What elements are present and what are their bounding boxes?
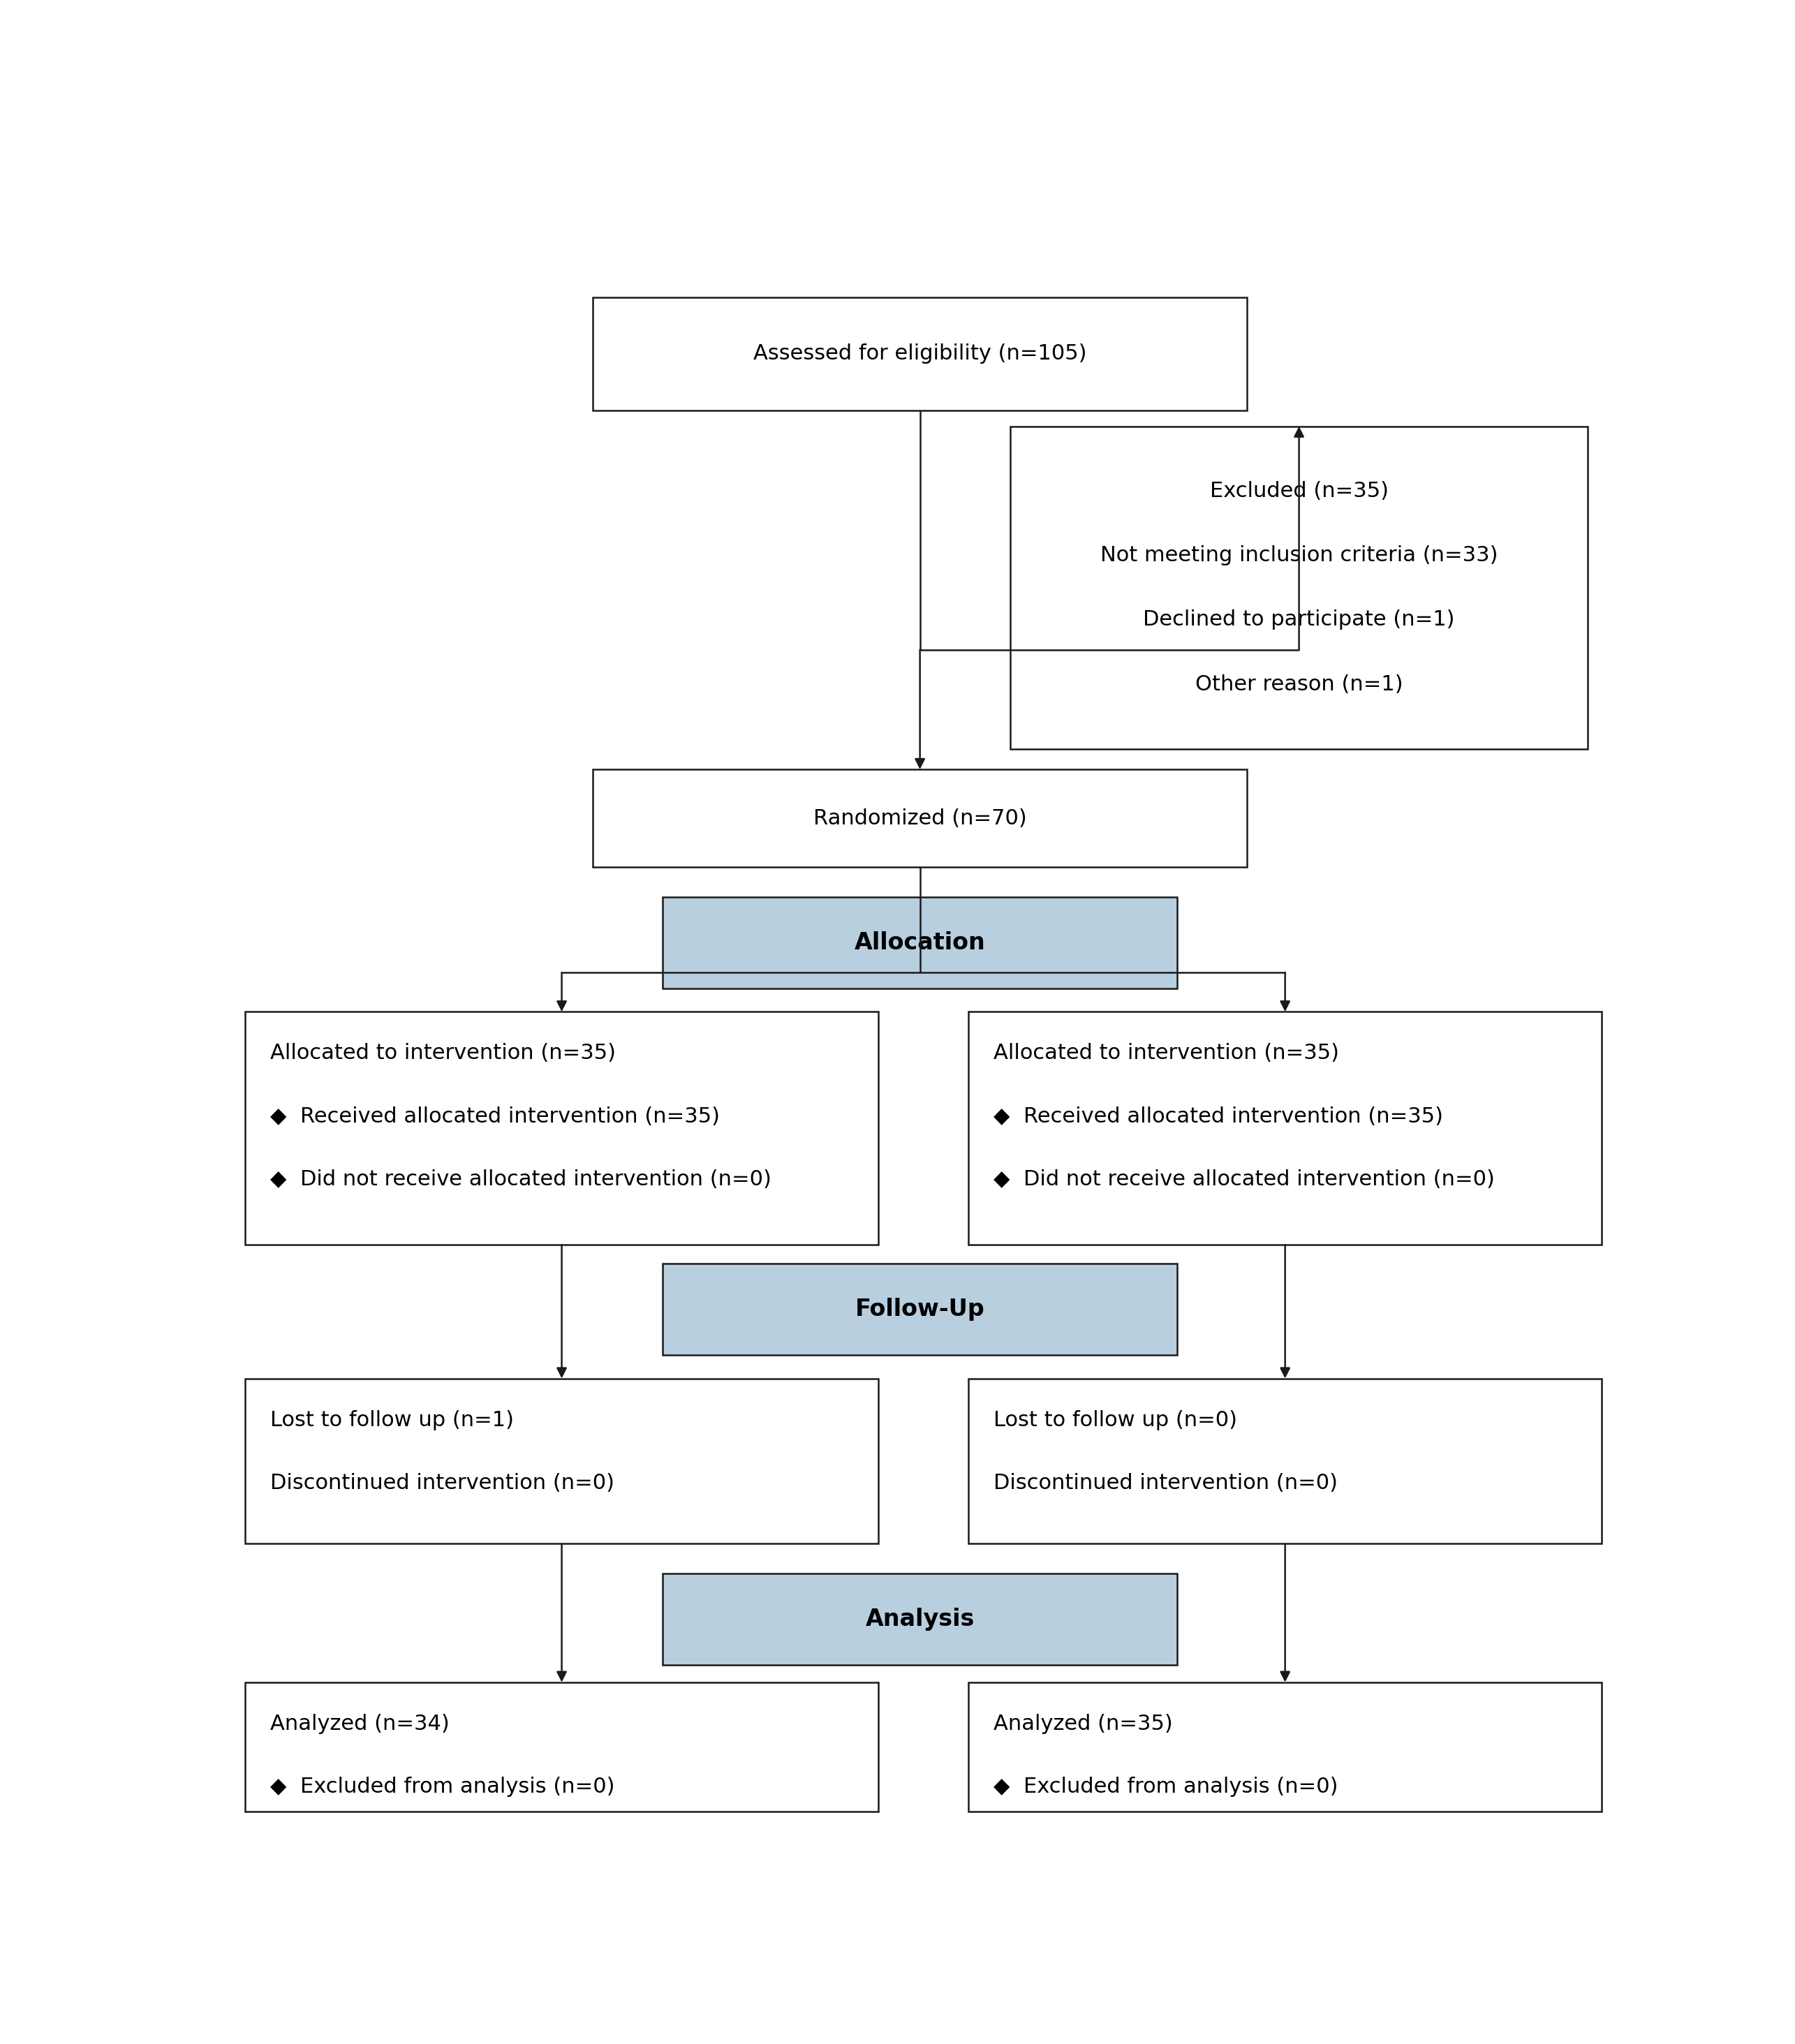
Text: Discontinued intervention (n=0): Discontinued intervention (n=0): [271, 1474, 614, 1494]
FancyBboxPatch shape: [662, 1574, 1178, 1666]
Text: Lost to follow up (n=0): Lost to follow up (n=0): [994, 1410, 1237, 1431]
Text: Not meeting inclusion criteria (n=33): Not meeting inclusion criteria (n=33): [1100, 546, 1497, 566]
FancyBboxPatch shape: [662, 897, 1178, 987]
Text: ◆  Excluded from analysis (n=0): ◆ Excluded from analysis (n=0): [994, 1776, 1339, 1797]
Text: Declined to participate (n=1): Declined to participate (n=1): [1143, 609, 1456, 630]
FancyBboxPatch shape: [969, 1378, 1601, 1543]
Text: Other reason (n=1): Other reason (n=1): [1195, 675, 1404, 695]
Text: ◆  Did not receive allocated intervention (n=0): ◆ Did not receive allocated intervention…: [994, 1169, 1495, 1190]
FancyBboxPatch shape: [246, 1012, 878, 1245]
Text: Discontinued intervention (n=0): Discontinued intervention (n=0): [994, 1474, 1337, 1494]
Text: Allocated to intervention (n=35): Allocated to intervention (n=35): [994, 1042, 1339, 1063]
FancyBboxPatch shape: [592, 769, 1248, 867]
Text: ◆  Received allocated intervention (n=35): ◆ Received allocated intervention (n=35): [994, 1106, 1443, 1126]
Text: Analyzed (n=35): Analyzed (n=35): [994, 1713, 1172, 1733]
Text: ◆  Did not receive allocated intervention (n=0): ◆ Did not receive allocated intervention…: [271, 1169, 772, 1190]
Text: Lost to follow up (n=1): Lost to follow up (n=1): [271, 1410, 513, 1431]
FancyBboxPatch shape: [662, 1263, 1178, 1355]
Text: Analyzed (n=34): Analyzed (n=34): [271, 1713, 449, 1733]
Text: Analysis: Analysis: [865, 1609, 975, 1631]
Text: Follow-Up: Follow-Up: [854, 1298, 985, 1320]
FancyBboxPatch shape: [246, 1682, 878, 1811]
FancyBboxPatch shape: [969, 1682, 1601, 1811]
FancyBboxPatch shape: [246, 1378, 878, 1543]
Text: Assessed for eligibility (n=105): Assessed for eligibility (n=105): [754, 343, 1086, 364]
FancyBboxPatch shape: [1011, 427, 1589, 748]
Text: ◆  Excluded from analysis (n=0): ◆ Excluded from analysis (n=0): [271, 1776, 616, 1797]
Text: ◆  Received allocated intervention (n=35): ◆ Received allocated intervention (n=35): [271, 1106, 720, 1126]
FancyBboxPatch shape: [969, 1012, 1601, 1245]
Text: Allocated to intervention (n=35): Allocated to intervention (n=35): [271, 1042, 616, 1063]
FancyBboxPatch shape: [592, 296, 1248, 411]
Text: Allocation: Allocation: [854, 930, 985, 955]
Text: Excluded (n=35): Excluded (n=35): [1210, 480, 1388, 501]
Text: Randomized (n=70): Randomized (n=70): [813, 807, 1027, 828]
